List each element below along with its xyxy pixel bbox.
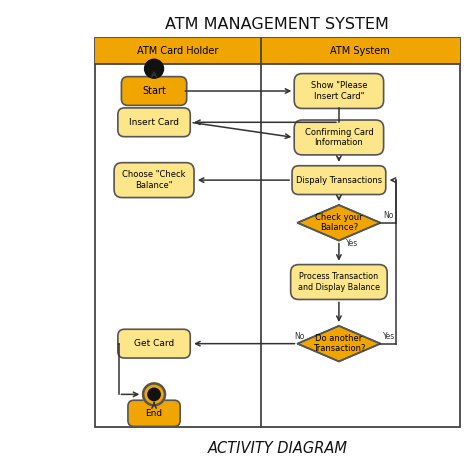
Polygon shape <box>298 205 380 241</box>
Text: Start: Start <box>142 86 166 96</box>
FancyBboxPatch shape <box>118 329 190 358</box>
FancyBboxPatch shape <box>128 400 180 427</box>
Text: ATM MANAGEMENT SYSTEM: ATM MANAGEMENT SYSTEM <box>165 17 389 32</box>
FancyBboxPatch shape <box>294 120 383 155</box>
Circle shape <box>148 388 160 401</box>
Text: Confirming Card
Information: Confirming Card Information <box>304 128 374 147</box>
Text: Yes: Yes <box>346 238 358 247</box>
Text: Get Card: Get Card <box>134 339 174 348</box>
Text: ACTIVITY DIAGRAM: ACTIVITY DIAGRAM <box>207 441 347 456</box>
FancyBboxPatch shape <box>294 73 383 109</box>
Bar <box>95 38 460 64</box>
Text: Choose "Check
Balance": Choose "Check Balance" <box>122 171 186 190</box>
Text: Yes: Yes <box>383 332 395 341</box>
Circle shape <box>143 383 165 405</box>
Text: Dispaly Transactions: Dispaly Transactions <box>296 176 382 184</box>
FancyBboxPatch shape <box>291 264 387 300</box>
Text: ATM Card Holder: ATM Card Holder <box>137 46 219 56</box>
Bar <box>95 38 460 427</box>
FancyBboxPatch shape <box>292 166 386 194</box>
FancyBboxPatch shape <box>114 163 194 198</box>
FancyBboxPatch shape <box>118 108 190 137</box>
FancyBboxPatch shape <box>121 77 187 105</box>
Text: No: No <box>294 332 304 341</box>
Text: Check your
Balance?: Check your Balance? <box>315 213 363 232</box>
Polygon shape <box>298 326 380 361</box>
Text: Insert Card: Insert Card <box>129 118 179 127</box>
Text: Process Transaction
and Display Balance: Process Transaction and Display Balance <box>298 273 380 292</box>
Text: No: No <box>383 211 393 220</box>
Text: Show "Please
Insert Card": Show "Please Insert Card" <box>310 82 367 100</box>
Circle shape <box>145 59 164 78</box>
Text: Do another
Transaction?: Do another Transaction? <box>313 334 365 353</box>
Text: ATM System: ATM System <box>330 46 390 56</box>
Text: End: End <box>146 409 163 418</box>
